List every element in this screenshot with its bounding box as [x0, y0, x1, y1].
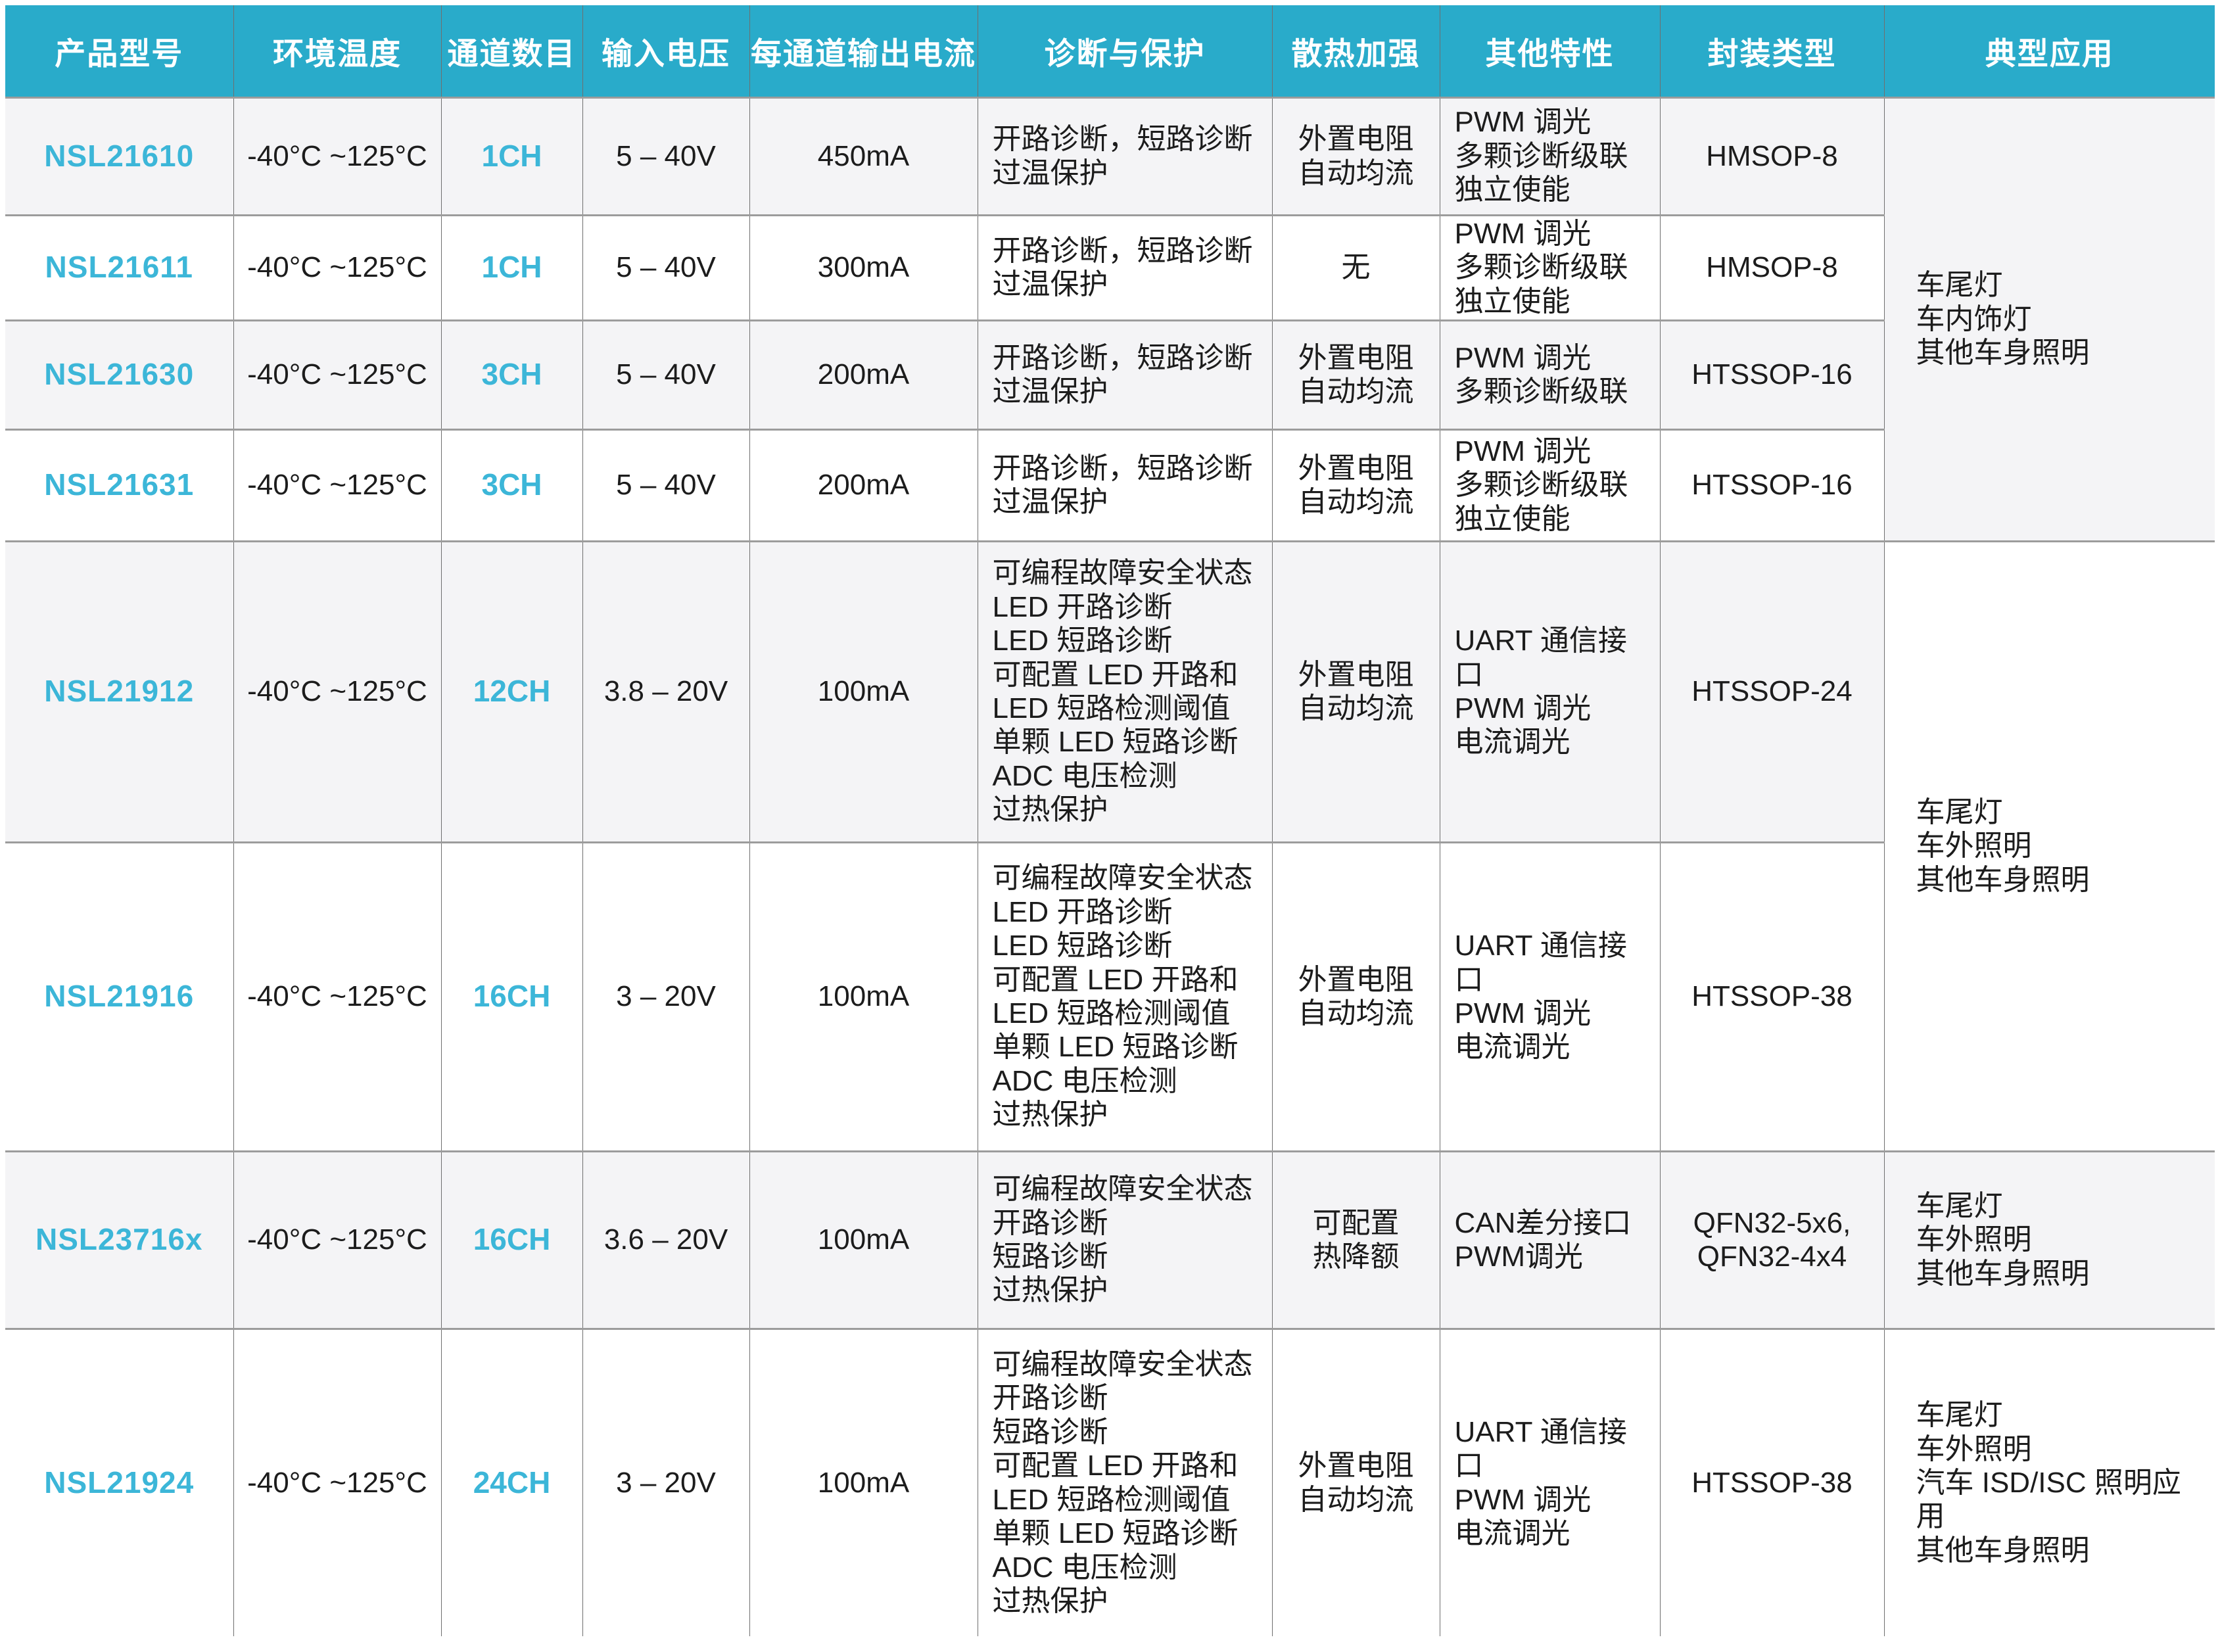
cell-product-model: NSL21912: [5, 540, 234, 843]
cell-package-type: HTSSOP-38: [1659, 1327, 1885, 1638]
cell-package-type: HTSSOP-16: [1659, 428, 1885, 542]
cell-ambient-temperature: -40°C ~125°C: [233, 319, 442, 431]
cell-product-model: NSL21631: [5, 428, 234, 542]
cell-thermal-enhancement: 外置电阻 自动均流: [1271, 319, 1440, 431]
col-header-typical-application: 典型应用: [1883, 4, 2215, 99]
cell-ambient-temperature: -40°C ~125°C: [233, 540, 442, 843]
cell-diagnostics-protection: 开路诊断，短路诊断 过温保护: [977, 214, 1273, 321]
cell-input-voltage: 3 – 20V: [582, 1327, 750, 1638]
cell-thermal-enhancement: 外置电阻 自动均流: [1271, 1327, 1440, 1638]
cell-thermal-enhancement: 可配置 热降额: [1271, 1150, 1440, 1330]
cell-channel-count: 1CH: [440, 96, 583, 216]
cell-other-features: PWM 调光 多颗诊断级联 独立使能: [1439, 214, 1661, 321]
cell-input-voltage: 3.6 – 20V: [582, 1150, 750, 1330]
cell-other-features: PWM 调光 多颗诊断级联 独立使能: [1439, 96, 1661, 216]
col-header-input-voltage: 输入电压: [582, 4, 750, 99]
col-header-product-model: 产品型号: [5, 4, 234, 99]
cell-package-type: HTSSOP-38: [1659, 841, 1885, 1152]
cell-channel-count: 3CH: [440, 428, 583, 542]
cell-package-type: HTSSOP-16: [1659, 319, 1885, 431]
table-row-nsl21610: NSL21610 -40°C ~125°C 1CH 5 – 40V 450mA …: [5, 96, 2215, 542]
cell-typical-application: 车尾灯 车外照明 其他车身照明: [1883, 1150, 2215, 1330]
table-row-nsl21916: NSL21916 -40°C ~125°C 16CH 3 – 20V 100mA…: [5, 841, 2215, 1152]
cell-product-model: NSL21611: [5, 214, 234, 321]
cell-product-model: NSL21916: [5, 841, 234, 1152]
cell-diagnostics-protection: 开路诊断，短路诊断 过温保护: [977, 96, 1273, 216]
cell-channel-count: 1CH: [440, 214, 583, 321]
cell-package-type: HTSSOP-24: [1659, 540, 1885, 843]
cell-product-model: NSL21924: [5, 1327, 234, 1638]
cell-output-current: 200mA: [749, 428, 978, 542]
cell-typical-application: 车尾灯 车内饰灯 其他车身照明: [1883, 96, 2215, 542]
table-row-nsl21631: NSL21631 -40°C ~125°C 3CH 5 – 40V 200mA …: [5, 428, 2215, 542]
cell-package-type: QFN32-5x6, QFN32-4x4: [1659, 1150, 1885, 1330]
table-row-nsl21912: NSL21912 -40°C ~125°C 12CH 3.8 – 20V 100…: [5, 540, 2215, 1152]
cell-input-voltage: 3.8 – 20V: [582, 540, 750, 843]
table-row-nsl21611: NSL21611 -40°C ~125°C 1CH 5 – 40V 300mA …: [5, 214, 2215, 321]
cell-diagnostics-protection: 可编程故障安全状态 LED 开路诊断 LED 短路诊断 可配置 LED 开路和 …: [977, 841, 1273, 1152]
cell-thermal-enhancement: 外置电阻 自动均流: [1271, 841, 1440, 1152]
cell-output-current: 100mA: [749, 1150, 978, 1330]
cell-input-voltage: 5 – 40V: [582, 428, 750, 542]
cell-input-voltage: 5 – 40V: [582, 96, 750, 216]
table-row-nsl21924: NSL21924 -40°C ~125°C 24CH 3 – 20V 100mA…: [5, 1327, 2215, 1638]
cell-channel-count: 3CH: [440, 319, 583, 431]
cell-thermal-enhancement: 外置电阻 自动均流: [1271, 428, 1440, 542]
cell-thermal-enhancement: 外置电阻 自动均流: [1271, 96, 1440, 216]
col-header-ambient-temperature: 环境温度: [233, 4, 442, 99]
cell-ambient-temperature: -40°C ~125°C: [233, 841, 442, 1152]
cell-thermal-enhancement: 无: [1271, 214, 1440, 321]
cell-input-voltage: 5 – 40V: [582, 319, 750, 431]
col-header-channel-count: 通道数目: [440, 4, 583, 99]
cell-ambient-temperature: -40°C ~125°C: [233, 96, 442, 216]
cell-ambient-temperature: -40°C ~125°C: [233, 1327, 442, 1638]
col-header-diagnostics-protection: 诊断与保护: [977, 4, 1273, 99]
cell-other-features: PWM 调光 多颗诊断级联: [1439, 319, 1661, 431]
cell-diagnostics-protection: 开路诊断，短路诊断 过温保护: [977, 428, 1273, 542]
table-row-nsl23716x: NSL23716x -40°C ~125°C 16CH 3.6 – 20V 10…: [5, 1150, 2215, 1330]
cell-output-current: 300mA: [749, 214, 978, 321]
col-header-other-features: 其他特性: [1439, 4, 1661, 99]
table-header-row: 产品型号 环境温度 通道数目 输入电压 每通道输出电流 诊断与保护 散热加强 其…: [5, 4, 2215, 99]
cell-typical-application: 车尾灯 车外照明 汽车 ISD/ISC 照明应用 其他车身照明: [1883, 1327, 2215, 1638]
col-header-thermal-enhancement: 散热加强: [1271, 4, 1440, 99]
cell-diagnostics-protection: 可编程故障安全状态 开路诊断 短路诊断 可配置 LED 开路和 LED 短路检测…: [977, 1327, 1273, 1638]
cell-input-voltage: 5 – 40V: [582, 214, 750, 321]
cell-other-features: PWM 调光 多颗诊断级联 独立使能: [1439, 428, 1661, 542]
col-header-package-type: 封装类型: [1659, 4, 1885, 99]
cell-channel-count: 16CH: [440, 841, 583, 1152]
cell-channel-count: 16CH: [440, 1150, 583, 1330]
col-header-output-current-per-channel: 每通道输出电流: [749, 4, 978, 99]
cell-diagnostics-protection: 可编程故障安全状态 开路诊断 短路诊断 过热保护: [977, 1150, 1273, 1330]
cell-output-current: 450mA: [749, 96, 978, 216]
cell-input-voltage: 3 – 20V: [582, 841, 750, 1152]
cell-other-features: UART 通信接口 PWM 调光 电流调光: [1439, 540, 1661, 843]
cell-product-model: NSL21610: [5, 96, 234, 216]
cell-product-model: NSL23716x: [5, 1150, 234, 1330]
product-table: 产品型号 环境温度 通道数目 输入电压 每通道输出电流 诊断与保护 散热加强 其…: [5, 4, 2215, 1638]
cell-output-current: 100mA: [749, 540, 978, 843]
cell-diagnostics-protection: 开路诊断，短路诊断 过温保护: [977, 319, 1273, 431]
cell-ambient-temperature: -40°C ~125°C: [233, 428, 442, 542]
cell-ambient-temperature: -40°C ~125°C: [233, 214, 442, 321]
cell-diagnostics-protection: 可编程故障安全状态 LED 开路诊断 LED 短路诊断 可配置 LED 开路和 …: [977, 540, 1273, 843]
cell-output-current: 200mA: [749, 319, 978, 431]
cell-package-type: HMSOP-8: [1659, 96, 1885, 216]
cell-output-current: 100mA: [749, 841, 978, 1152]
cell-package-type: HMSOP-8: [1659, 214, 1885, 321]
cell-other-features: UART 通信接口 PWM 调光 电流调光: [1439, 1327, 1661, 1638]
cell-other-features: CAN差分接口 PWM调光: [1439, 1150, 1661, 1330]
cell-channel-count: 24CH: [440, 1327, 583, 1638]
cell-thermal-enhancement: 外置电阻 自动均流: [1271, 540, 1440, 843]
cell-typical-application: 车尾灯 车外照明 其他车身照明: [1883, 540, 2215, 1152]
cell-other-features: UART 通信接口 PWM 调光 电流调光: [1439, 841, 1661, 1152]
cell-ambient-temperature: -40°C ~125°C: [233, 1150, 442, 1330]
cell-channel-count: 12CH: [440, 540, 583, 843]
table-row-nsl21630: NSL21630 -40°C ~125°C 3CH 5 – 40V 200mA …: [5, 319, 2215, 431]
cell-output-current: 100mA: [749, 1327, 978, 1638]
cell-product-model: NSL21630: [5, 319, 234, 431]
